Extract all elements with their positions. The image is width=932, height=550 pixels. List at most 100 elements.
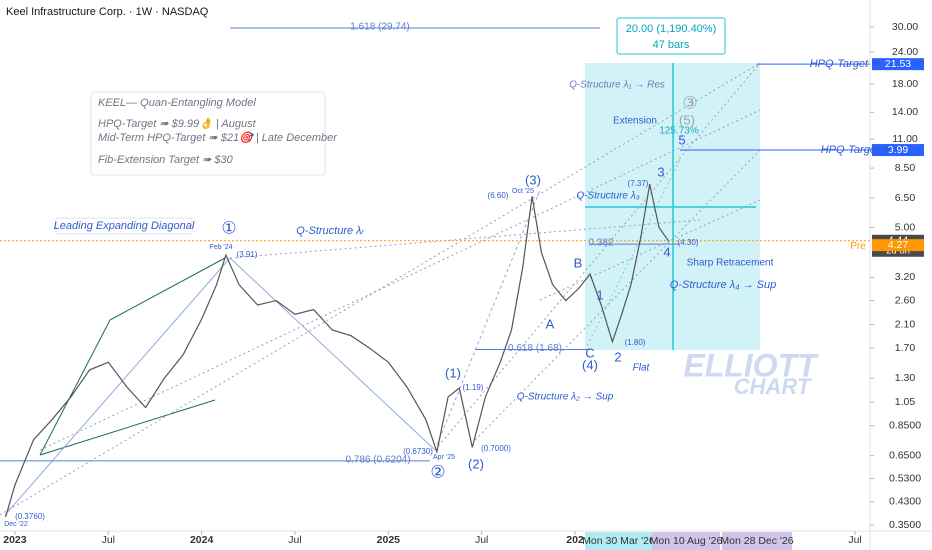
- trend-line: [4, 257, 231, 516]
- annotation: 2: [614, 349, 621, 364]
- annotation: (1.80): [625, 338, 646, 347]
- y-tick-label: 3.20: [895, 271, 916, 283]
- measure-label: 20.00 (1,190.40%): [626, 23, 717, 35]
- info-line: KEEL— Quan-Entangling Model: [98, 97, 256, 109]
- chart-title: Keel Infrastructure Corp. · 1W · NASDAQ: [6, 6, 209, 18]
- annotation: (2): [468, 456, 484, 471]
- y-tick-label: 11.00: [892, 133, 918, 145]
- trend-line: [434, 62, 761, 451]
- trend-line: [39, 319, 111, 456]
- annotation: ①: [221, 218, 236, 237]
- annotation: (3.91): [237, 250, 258, 259]
- measure-box: [616, 17, 726, 55]
- annotation: Leading Expanding Diagonal: [54, 220, 195, 232]
- annotation: ELLIOTT: [683, 347, 819, 383]
- annotation: Q-Structure λ₁ → Res: [569, 80, 665, 91]
- annotation: Q-Structure λ₃: [576, 191, 639, 202]
- annotation-box: [55, 217, 193, 235]
- y-tick-label: 0.6500: [889, 449, 921, 461]
- date-label-box: [722, 532, 792, 550]
- y-tick-label: 24.00: [892, 46, 918, 58]
- price-label-box: [872, 239, 924, 252]
- price-note: Pre: [850, 241, 866, 252]
- fib-label: 0.786 (0.6204): [345, 455, 410, 466]
- info-box: [90, 91, 326, 176]
- date-label-box: [585, 532, 652, 550]
- annotation: (4): [582, 357, 598, 372]
- annotation: Oct '25: [512, 188, 534, 195]
- x-tick-label: Jul: [848, 534, 861, 546]
- info-line: Fib-Extension Target ➠ $30: [98, 154, 234, 166]
- annotation: (1): [445, 365, 461, 380]
- annotation: 3: [657, 164, 664, 179]
- y-tick-label: 2.10: [895, 318, 916, 330]
- trend-line: [0, 62, 761, 516]
- trend-line: [109, 257, 226, 321]
- annotation: (0.6730): [403, 447, 433, 456]
- price-line: [5, 183, 669, 518]
- measure-label: 47 bars: [653, 39, 690, 51]
- y-tick-label: 1.05: [895, 396, 916, 408]
- x-tick-label: 2023: [3, 534, 27, 546]
- y-tick-label: 30.00: [892, 21, 918, 33]
- annotation: CHART: [734, 374, 812, 399]
- x-tick-label: Jul: [102, 534, 115, 546]
- trend-line: [229, 219, 701, 259]
- annotation: C: [585, 345, 594, 360]
- date-label: Mon 10 Aug '26: [650, 535, 723, 547]
- annotation: Sharp Retracement: [687, 258, 774, 269]
- annotation: (0.7000): [481, 444, 511, 453]
- annotation: Feb '24: [209, 244, 232, 251]
- annotation: Flat: [633, 363, 651, 374]
- annotation: Q-Structure λᵣ: [296, 225, 364, 237]
- trend-line: [39, 399, 216, 456]
- annotation: 125.73%: [659, 126, 699, 137]
- annotation: B: [574, 255, 583, 270]
- trend-line: [584, 159, 681, 351]
- y-tick-label: 14.00: [892, 106, 918, 118]
- annotation: (0.3760): [15, 512, 45, 521]
- annotation: Extension: [613, 116, 657, 127]
- price-label: 9.99: [888, 144, 909, 156]
- y-tick-label: 5.00: [895, 221, 916, 233]
- fib-label: 1.618 (29.74): [350, 22, 410, 33]
- annotation: (7.37): [628, 179, 649, 188]
- date-label: Mon 30 Mar '26: [582, 535, 655, 547]
- annotation: ③: [682, 93, 697, 112]
- x-tick-label: 2025: [377, 534, 401, 546]
- annotation: (3): [525, 172, 541, 187]
- fib-label: 0.382: [588, 238, 613, 249]
- date-label: Mon 28 Dec '26: [720, 535, 793, 547]
- annotation: 5: [678, 132, 685, 147]
- y-tick-label: 8.50: [895, 162, 916, 174]
- y-tick-label: 0.3500: [889, 519, 921, 531]
- y-tick-label: 1.30: [895, 372, 916, 384]
- price-label: 4.27: [888, 239, 909, 251]
- trend-line: [229, 257, 436, 451]
- y-tick-label: 1.70: [895, 342, 916, 354]
- annotation: Apr '25: [433, 454, 455, 461]
- trend-line: [539, 199, 761, 301]
- annotation: Dec '22: [4, 521, 28, 528]
- price-label: 21.53: [885, 58, 911, 70]
- annotation: HPQ-Target ➠: [821, 144, 892, 156]
- annotation: A: [546, 316, 555, 331]
- annotation: 1: [596, 287, 603, 302]
- info-line: HPQ-Target ➠ $9.99👌 | August: [98, 117, 257, 130]
- y-tick-label: 0.8500: [889, 419, 921, 431]
- fib-label: 0.618 (1.68): [508, 343, 562, 354]
- x-tick-label: Jul: [475, 534, 488, 546]
- trend-line: [434, 189, 541, 451]
- y-tick-label: 18.00: [892, 78, 918, 90]
- y-tick-label: 2.60: [895, 294, 916, 306]
- info-line: Mid-Term HPQ-Target ➠ $21🎯 | Late Decemb…: [98, 131, 338, 144]
- date-label-box: [652, 532, 720, 550]
- x-tick-label: Jul: [288, 534, 301, 546]
- y-tick-label: 6.50: [895, 192, 916, 204]
- annotation: 4: [663, 244, 670, 259]
- price-label-box: [872, 58, 924, 71]
- annotation: ②: [430, 462, 445, 481]
- annotation: Q-Structure λ₄ → Sup: [670, 279, 776, 291]
